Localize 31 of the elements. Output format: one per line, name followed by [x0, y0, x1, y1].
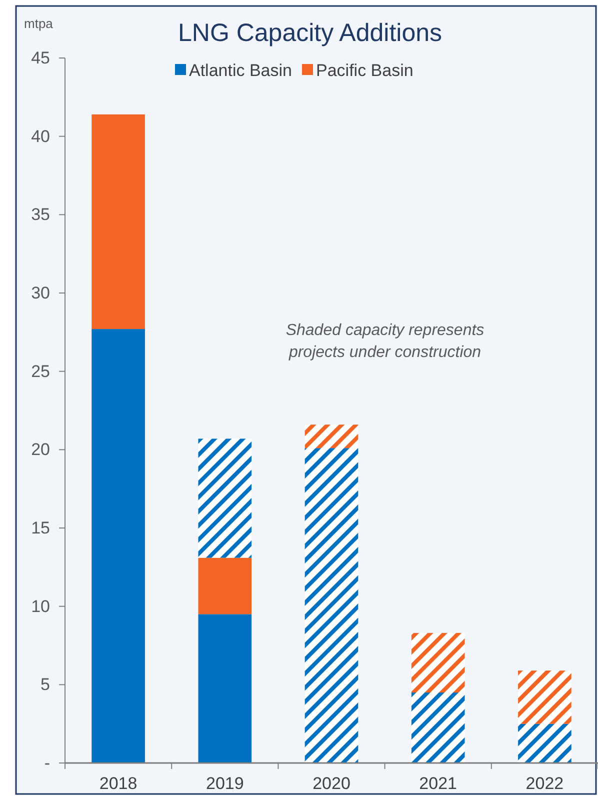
bar — [411, 692, 465, 763]
y-tick-label: 15 — [31, 518, 50, 538]
x-tick-label: 2019 — [206, 774, 244, 793]
bar — [198, 438, 252, 558]
bar — [411, 632, 465, 692]
y-tick-label: 40 — [31, 126, 50, 146]
y-tick-label: 25 — [31, 362, 50, 381]
bar — [518, 724, 572, 763]
bar — [304, 448, 358, 763]
x-tick-label: 2018 — [99, 774, 138, 793]
chart-title: LNG Capacity Additions — [178, 19, 442, 47]
x-tick-label: 2022 — [526, 774, 564, 793]
bar — [198, 614, 252, 763]
bar — [92, 329, 145, 763]
legend-label: Pacific Basin — [316, 61, 414, 80]
y-axis-title: mtpa — [24, 16, 54, 31]
bar — [198, 558, 252, 614]
y-tick-label: 35 — [31, 205, 50, 224]
y-tick-label: 5 — [40, 675, 50, 694]
y-tick-label: 20 — [31, 440, 50, 460]
x-tick-label: 2021 — [419, 774, 458, 793]
y-tick-label: 45 — [31, 48, 50, 68]
y-tick-label: - — [44, 753, 50, 772]
bar — [304, 424, 358, 448]
x-tick-label: 2020 — [312, 774, 350, 793]
bar — [518, 670, 572, 724]
y-tick-label: 30 — [31, 283, 50, 302]
annotation: Shaded capacity represents projects under construction — [286, 322, 484, 361]
legend-label: Atlantic Basin — [189, 61, 292, 80]
y-tick-label: 10 — [31, 596, 50, 616]
bar — [92, 114, 145, 330]
